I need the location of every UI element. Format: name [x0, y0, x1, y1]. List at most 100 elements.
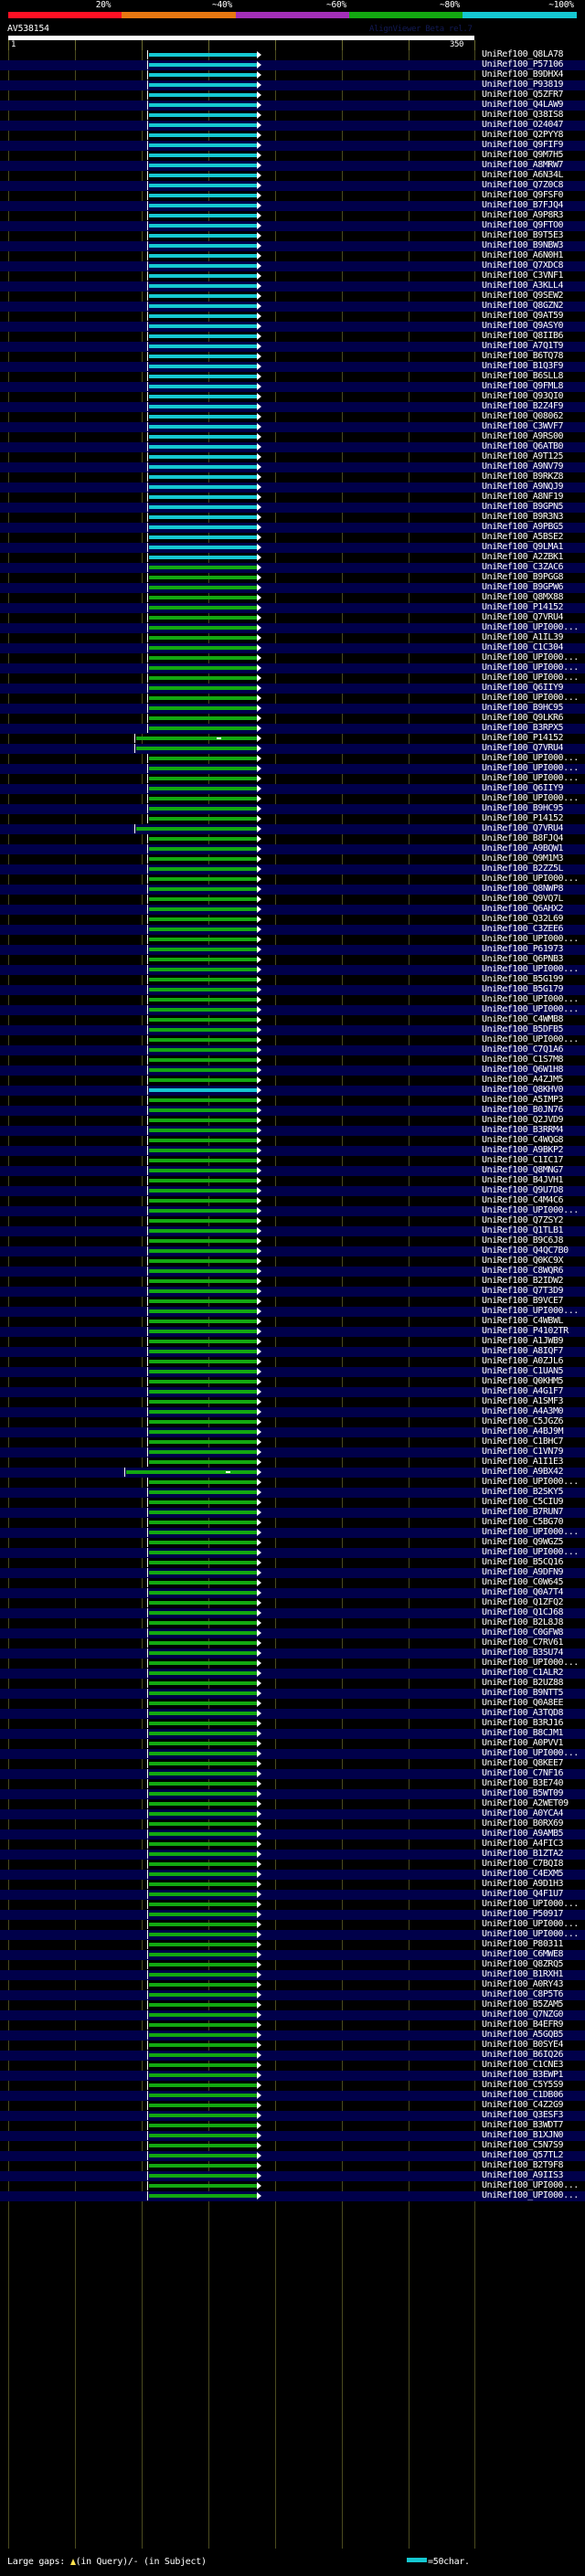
hit-label[interactable]: UniRef100_B6IQ26: [482, 2050, 564, 2060]
table-row[interactable]: UniRef100_P14152: [0, 602, 585, 613]
hit-bar[interactable]: [149, 1430, 257, 1434]
hit-label[interactable]: UniRef100_A1JWB9: [482, 1336, 564, 1346]
hit-bar[interactable]: [149, 1299, 257, 1303]
hit-bar[interactable]: [149, 2094, 257, 2097]
table-row[interactable]: UniRef100_Q7XDC8: [0, 260, 585, 271]
table-row[interactable]: UniRef100_P50917: [0, 1909, 585, 1920]
hit-label[interactable]: UniRef100_Q4QC7B0: [482, 1246, 569, 1256]
table-row[interactable]: UniRef100_B9NTT5: [0, 1688, 585, 1699]
table-row[interactable]: UniRef100_B0JN76: [0, 1105, 585, 1116]
hit-label[interactable]: UniRef100_Q9M1M3: [482, 853, 564, 864]
hit-label[interactable]: UniRef100_C3ZEE6: [482, 924, 564, 934]
hit-bar[interactable]: [149, 324, 257, 328]
table-row[interactable]: UniRef100_B9VCE7: [0, 1296, 585, 1307]
hit-label[interactable]: UniRef100_UPI000...: [482, 673, 579, 683]
hit-label[interactable]: UniRef100_Q9U7D8: [482, 1185, 564, 1195]
table-row[interactable]: UniRef100_C7Q1A6: [0, 1044, 585, 1055]
hit-bar[interactable]: [149, 1199, 257, 1203]
hit-label[interactable]: UniRef100_C4WBWL: [482, 1316, 564, 1326]
hit-bar[interactable]: [149, 1380, 257, 1383]
table-row[interactable]: UniRef100_Q7NZG0: [0, 2009, 585, 2020]
hit-label[interactable]: UniRef100_B2T9F8: [482, 2160, 564, 2170]
hit-label[interactable]: UniRef100_B9PGG8: [482, 572, 564, 582]
table-row[interactable]: UniRef100_C6MWE8: [0, 1949, 585, 1960]
hit-bar[interactable]: [149, 1360, 257, 1363]
table-row[interactable]: UniRef100_UPI000...: [0, 622, 585, 633]
hit-label[interactable]: UniRef100_Q9FIF9: [482, 140, 564, 150]
table-row[interactable]: UniRef100_C1CNE3: [0, 2060, 585, 2071]
hit-label[interactable]: UniRef100_Q9FTO0: [482, 220, 564, 230]
hit-label[interactable]: UniRef100_O24047: [482, 120, 564, 130]
table-row[interactable]: UniRef100_C3ZAC6: [0, 562, 585, 573]
hit-bar[interactable]: [149, 1973, 257, 1977]
table-row[interactable]: UniRef100_Q0KHM5: [0, 1376, 585, 1387]
table-row[interactable]: UniRef100_A4A3M0: [0, 1406, 585, 1417]
table-row[interactable]: UniRef100_A9RS00: [0, 431, 585, 442]
hit-label[interactable]: UniRef100_A1I1E3: [482, 1457, 564, 1467]
hit-label[interactable]: UniRef100_B9VCE7: [482, 1296, 564, 1306]
table-row[interactable]: UniRef100_Q9M1M3: [0, 853, 585, 864]
hit-label[interactable]: UniRef100_A9NQJ9: [482, 482, 564, 492]
table-row[interactable]: UniRef100_Q5ZFR7: [0, 90, 585, 101]
hit-bar[interactable]: [149, 415, 257, 419]
hit-label[interactable]: UniRef100_Q57TL2: [482, 2150, 564, 2160]
hit-label[interactable]: UniRef100_A2WET09: [482, 1798, 569, 1808]
table-row[interactable]: UniRef100_A0PVV1: [0, 1738, 585, 1749]
table-row[interactable]: UniRef100_A4FIC3: [0, 1839, 585, 1850]
hit-label[interactable]: UniRef100_Q3ESF3: [482, 2110, 564, 2120]
table-row[interactable]: UniRef100_UPI000...: [0, 964, 585, 975]
hit-label[interactable]: UniRef100_B3SU74: [482, 1648, 564, 1658]
hit-label[interactable]: UniRef100_B9C6J8: [482, 1235, 564, 1246]
hit-bar[interactable]: [149, 174, 257, 177]
hit-bar[interactable]: [149, 887, 257, 891]
hit-label[interactable]: UniRef100_A9NV79: [482, 461, 564, 472]
table-row[interactable]: UniRef100_Q1ZFQ2: [0, 1597, 585, 1608]
hit-label[interactable]: UniRef100_A5BSE2: [482, 532, 564, 542]
hit-bar[interactable]: [149, 254, 257, 258]
table-row[interactable]: UniRef100_UPI000...: [0, 1929, 585, 1940]
table-row[interactable]: UniRef100_UPI000...: [0, 652, 585, 663]
hit-label[interactable]: UniRef100_P61973: [482, 944, 564, 954]
table-row[interactable]: UniRef100_Q9U7D8: [0, 1185, 585, 1196]
hit-bar[interactable]: [149, 1209, 257, 1213]
hit-label[interactable]: UniRef100_Q7VRU4: [482, 612, 564, 622]
hit-label[interactable]: UniRef100_A9T125: [482, 451, 564, 461]
hit-label[interactable]: UniRef100_B4EFR9: [482, 2019, 564, 2030]
hit-bar[interactable]: [149, 636, 257, 640]
table-row[interactable]: UniRef100_UPI000...: [0, 663, 585, 673]
hit-bar[interactable]: [149, 2114, 257, 2117]
table-row[interactable]: UniRef100_P14152: [0, 813, 585, 824]
hit-label[interactable]: UniRef100_A4FIC3: [482, 1839, 564, 1849]
hit-label[interactable]: UniRef100_UPI000...: [482, 753, 579, 763]
table-row[interactable]: UniRef100_A3TQD8: [0, 1708, 585, 1719]
hit-bar[interactable]: [149, 877, 257, 881]
hit-bar[interactable]: [149, 515, 257, 519]
hit-bar[interactable]: [149, 2023, 257, 2027]
hit-bar[interactable]: [149, 1078, 257, 1082]
hit-label[interactable]: UniRef100_C1S7M8: [482, 1055, 564, 1065]
hit-label[interactable]: UniRef100_C4WMB8: [482, 1014, 564, 1024]
hit-label[interactable]: UniRef100_C1ALR2: [482, 1668, 564, 1678]
hit-bar[interactable]: [149, 133, 257, 137]
hit-bar[interactable]: [149, 2073, 257, 2077]
hit-label[interactable]: UniRef100_C1IC17: [482, 1155, 564, 1165]
hit-bar[interactable]: [149, 656, 257, 660]
hit-bar[interactable]: [149, 2003, 257, 2007]
hit-label[interactable]: UniRef100_B6SLL8: [482, 371, 564, 381]
hit-bar[interactable]: [149, 626, 257, 630]
table-row[interactable]: UniRef100_A1JWB9: [0, 1336, 585, 1347]
hit-bar[interactable]: [149, 1701, 257, 1705]
hit-bar[interactable]: [149, 1309, 257, 1313]
hit-bar[interactable]: [149, 676, 257, 680]
hit-bar[interactable]: [149, 546, 257, 549]
hit-label[interactable]: UniRef100_Q6IIY9: [482, 683, 564, 693]
hit-bar[interactable]: [149, 1933, 257, 1936]
hit-bar[interactable]: [149, 1480, 257, 1484]
hit-label[interactable]: UniRef100_B9NBW3: [482, 240, 564, 250]
table-row[interactable]: UniRef100_B9C6J8: [0, 1235, 585, 1246]
hit-bar[interactable]: [149, 1239, 257, 1243]
table-row[interactable]: UniRef100_B1Q3F9: [0, 361, 585, 372]
table-row[interactable]: UniRef100_Q7VRU4: [0, 743, 585, 754]
table-row[interactable]: UniRef100_C8P5T6: [0, 1989, 585, 2000]
table-row[interactable]: UniRef100_C0W645: [0, 1577, 585, 1588]
